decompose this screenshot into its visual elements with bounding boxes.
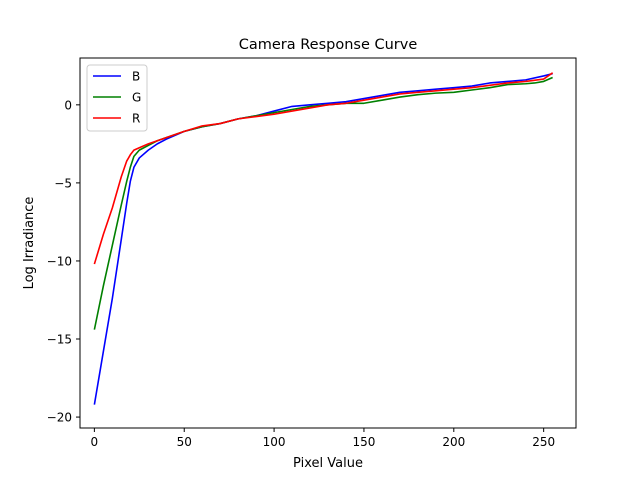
- x-tick-label: 100: [263, 435, 286, 449]
- x-axis-ticks: 0 50 100 150 200 250: [91, 428, 555, 449]
- legend-label-r: R: [132, 112, 140, 126]
- x-tick-label: 0: [91, 435, 99, 449]
- x-axis-label: Pixel Value: [293, 456, 363, 471]
- series-line-g: [93, 76, 553, 330]
- y-tick-label: −10: [47, 254, 72, 268]
- series-line-r: [93, 72, 554, 265]
- y-tick-label: 0: [64, 98, 72, 112]
- legend-label-g: G: [132, 91, 141, 105]
- legend-box: [86, 64, 148, 132]
- y-tick-label: −20: [47, 411, 72, 425]
- x-tick-label: 50: [177, 435, 192, 449]
- y-tick-label: −5: [54, 176, 72, 190]
- legend-label-b: B: [132, 70, 140, 84]
- y-axis-ticks: −20 −15 −10 −5 0: [47, 98, 80, 425]
- x-tick-label: 250: [532, 435, 555, 449]
- chart-title: Camera Response Curve: [239, 37, 418, 53]
- x-tick-label: 150: [352, 435, 375, 449]
- x-tick-label: 200: [442, 435, 465, 449]
- y-tick-label: −15: [47, 333, 72, 347]
- legend: BGR: [86, 64, 148, 132]
- axes-frame: [79, 57, 577, 429]
- y-axis-label: Log Irradiance: [22, 197, 37, 290]
- plot-lines: [93, 72, 554, 405]
- series-line-b: [93, 72, 553, 405]
